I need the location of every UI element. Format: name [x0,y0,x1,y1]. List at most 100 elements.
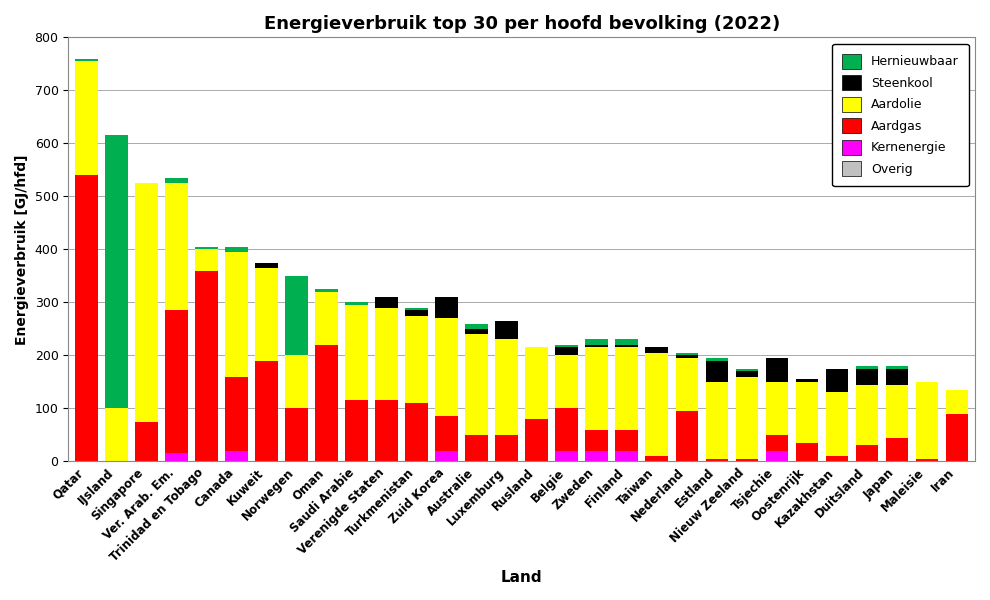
Bar [465,334,488,435]
Bar [165,454,188,461]
Bar [375,297,398,308]
Bar [465,329,488,334]
Bar [405,316,428,403]
Bar [165,178,188,183]
Bar [765,358,788,382]
Bar [75,61,98,175]
Bar [495,340,518,435]
Bar [346,302,367,305]
Bar [855,368,878,385]
Bar [105,136,128,409]
Bar [855,385,878,445]
Bar [495,435,518,461]
Bar [826,368,848,392]
Bar [375,308,398,400]
Bar [285,276,308,355]
Bar [736,377,758,459]
Bar [706,361,728,382]
Bar [346,400,367,461]
Bar [255,263,277,268]
Bar [736,459,758,461]
Bar [195,250,218,271]
Bar [526,347,547,419]
Title: Energieverbruik top 30 per hoofd bevolking (2022): Energieverbruik top 30 per hoofd bevolki… [263,15,780,33]
Bar [796,443,818,461]
Bar [886,368,908,385]
Bar [165,310,188,454]
Bar [645,347,668,353]
Bar [645,353,668,456]
Bar [796,382,818,443]
Bar [405,308,428,310]
Bar [616,347,638,430]
Bar [105,409,128,461]
Bar [826,456,848,461]
Bar [555,409,578,451]
Bar [585,340,608,345]
Bar [765,451,788,461]
Bar [765,382,788,435]
Bar [495,321,518,340]
Bar [585,345,608,347]
Bar [436,297,457,318]
Bar [255,268,277,361]
Bar [645,456,668,461]
Bar [616,345,638,347]
Bar [886,366,908,368]
Bar [135,422,157,461]
Bar [706,459,728,461]
Bar [225,451,248,461]
Bar [75,175,98,461]
Bar [796,379,818,382]
Bar [195,247,218,250]
Bar [346,305,367,400]
Bar [75,59,98,61]
Bar [616,451,638,461]
Legend: Hernieuwbaar, Steenkool, Aardolie, Aardgas, Kernenergie, Overig: Hernieuwbaar, Steenkool, Aardolie, Aardg… [833,44,969,187]
Bar [465,435,488,461]
Bar [405,310,428,316]
Bar [405,403,428,461]
Bar [436,451,457,461]
Bar [945,390,968,413]
Bar [616,340,638,345]
Bar [285,355,308,409]
X-axis label: Land: Land [501,570,543,585]
Bar [916,459,939,461]
Bar [315,345,338,461]
Bar [135,183,157,422]
Bar [315,289,338,292]
Bar [675,355,698,358]
Bar [285,409,308,461]
Bar [555,355,578,409]
Bar [675,358,698,411]
Bar [375,400,398,461]
Bar [736,368,758,371]
Bar [225,377,248,451]
Bar [585,430,608,451]
Bar [855,445,878,461]
Bar [225,247,248,252]
Bar [945,413,968,461]
Bar [526,419,547,461]
Bar [195,271,218,461]
Bar [675,353,698,355]
Bar [706,358,728,361]
Bar [675,411,698,461]
Bar [436,318,457,416]
Bar [765,435,788,451]
Bar [585,347,608,430]
Bar [826,392,848,456]
Bar [255,361,277,461]
Bar [555,347,578,355]
Bar [436,416,457,451]
Bar [165,183,188,310]
Bar [585,451,608,461]
Bar [706,382,728,459]
Bar [225,252,248,377]
Bar [555,345,578,347]
Bar [855,366,878,368]
Bar [465,323,488,329]
Bar [886,385,908,437]
Y-axis label: Energieverbruik [GJ/hfd]: Energieverbruik [GJ/hfd] [15,154,29,344]
